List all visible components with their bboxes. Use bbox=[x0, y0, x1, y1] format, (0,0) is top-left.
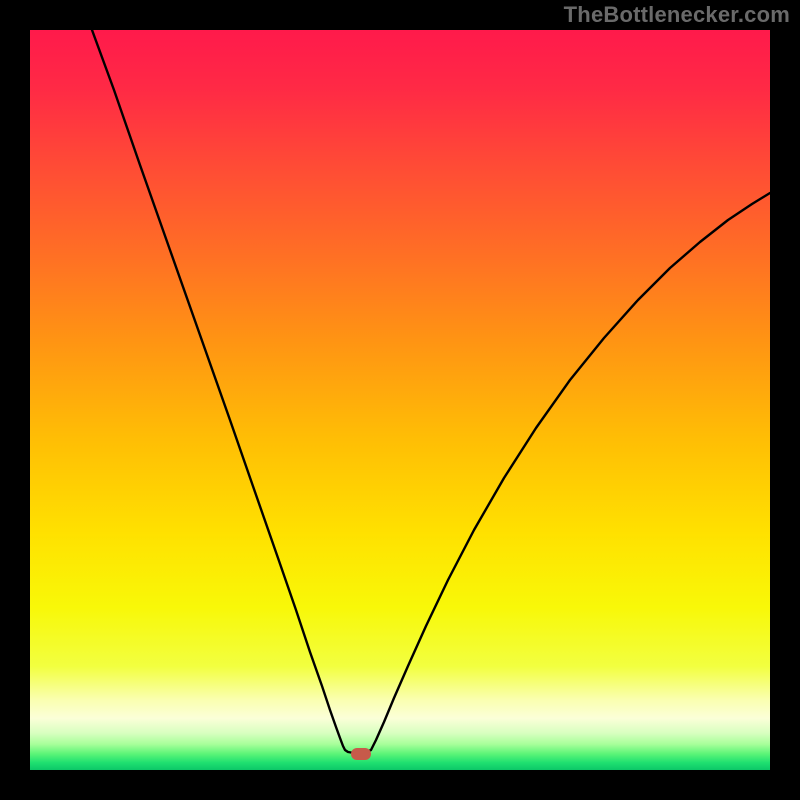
chart-frame: TheBottlenecker.com bbox=[0, 0, 800, 800]
watermark-text: TheBottlenecker.com bbox=[564, 2, 790, 28]
gradient-background bbox=[30, 30, 770, 770]
optimum-marker bbox=[351, 748, 371, 760]
plot-area bbox=[30, 30, 770, 770]
chart-svg bbox=[30, 30, 770, 770]
